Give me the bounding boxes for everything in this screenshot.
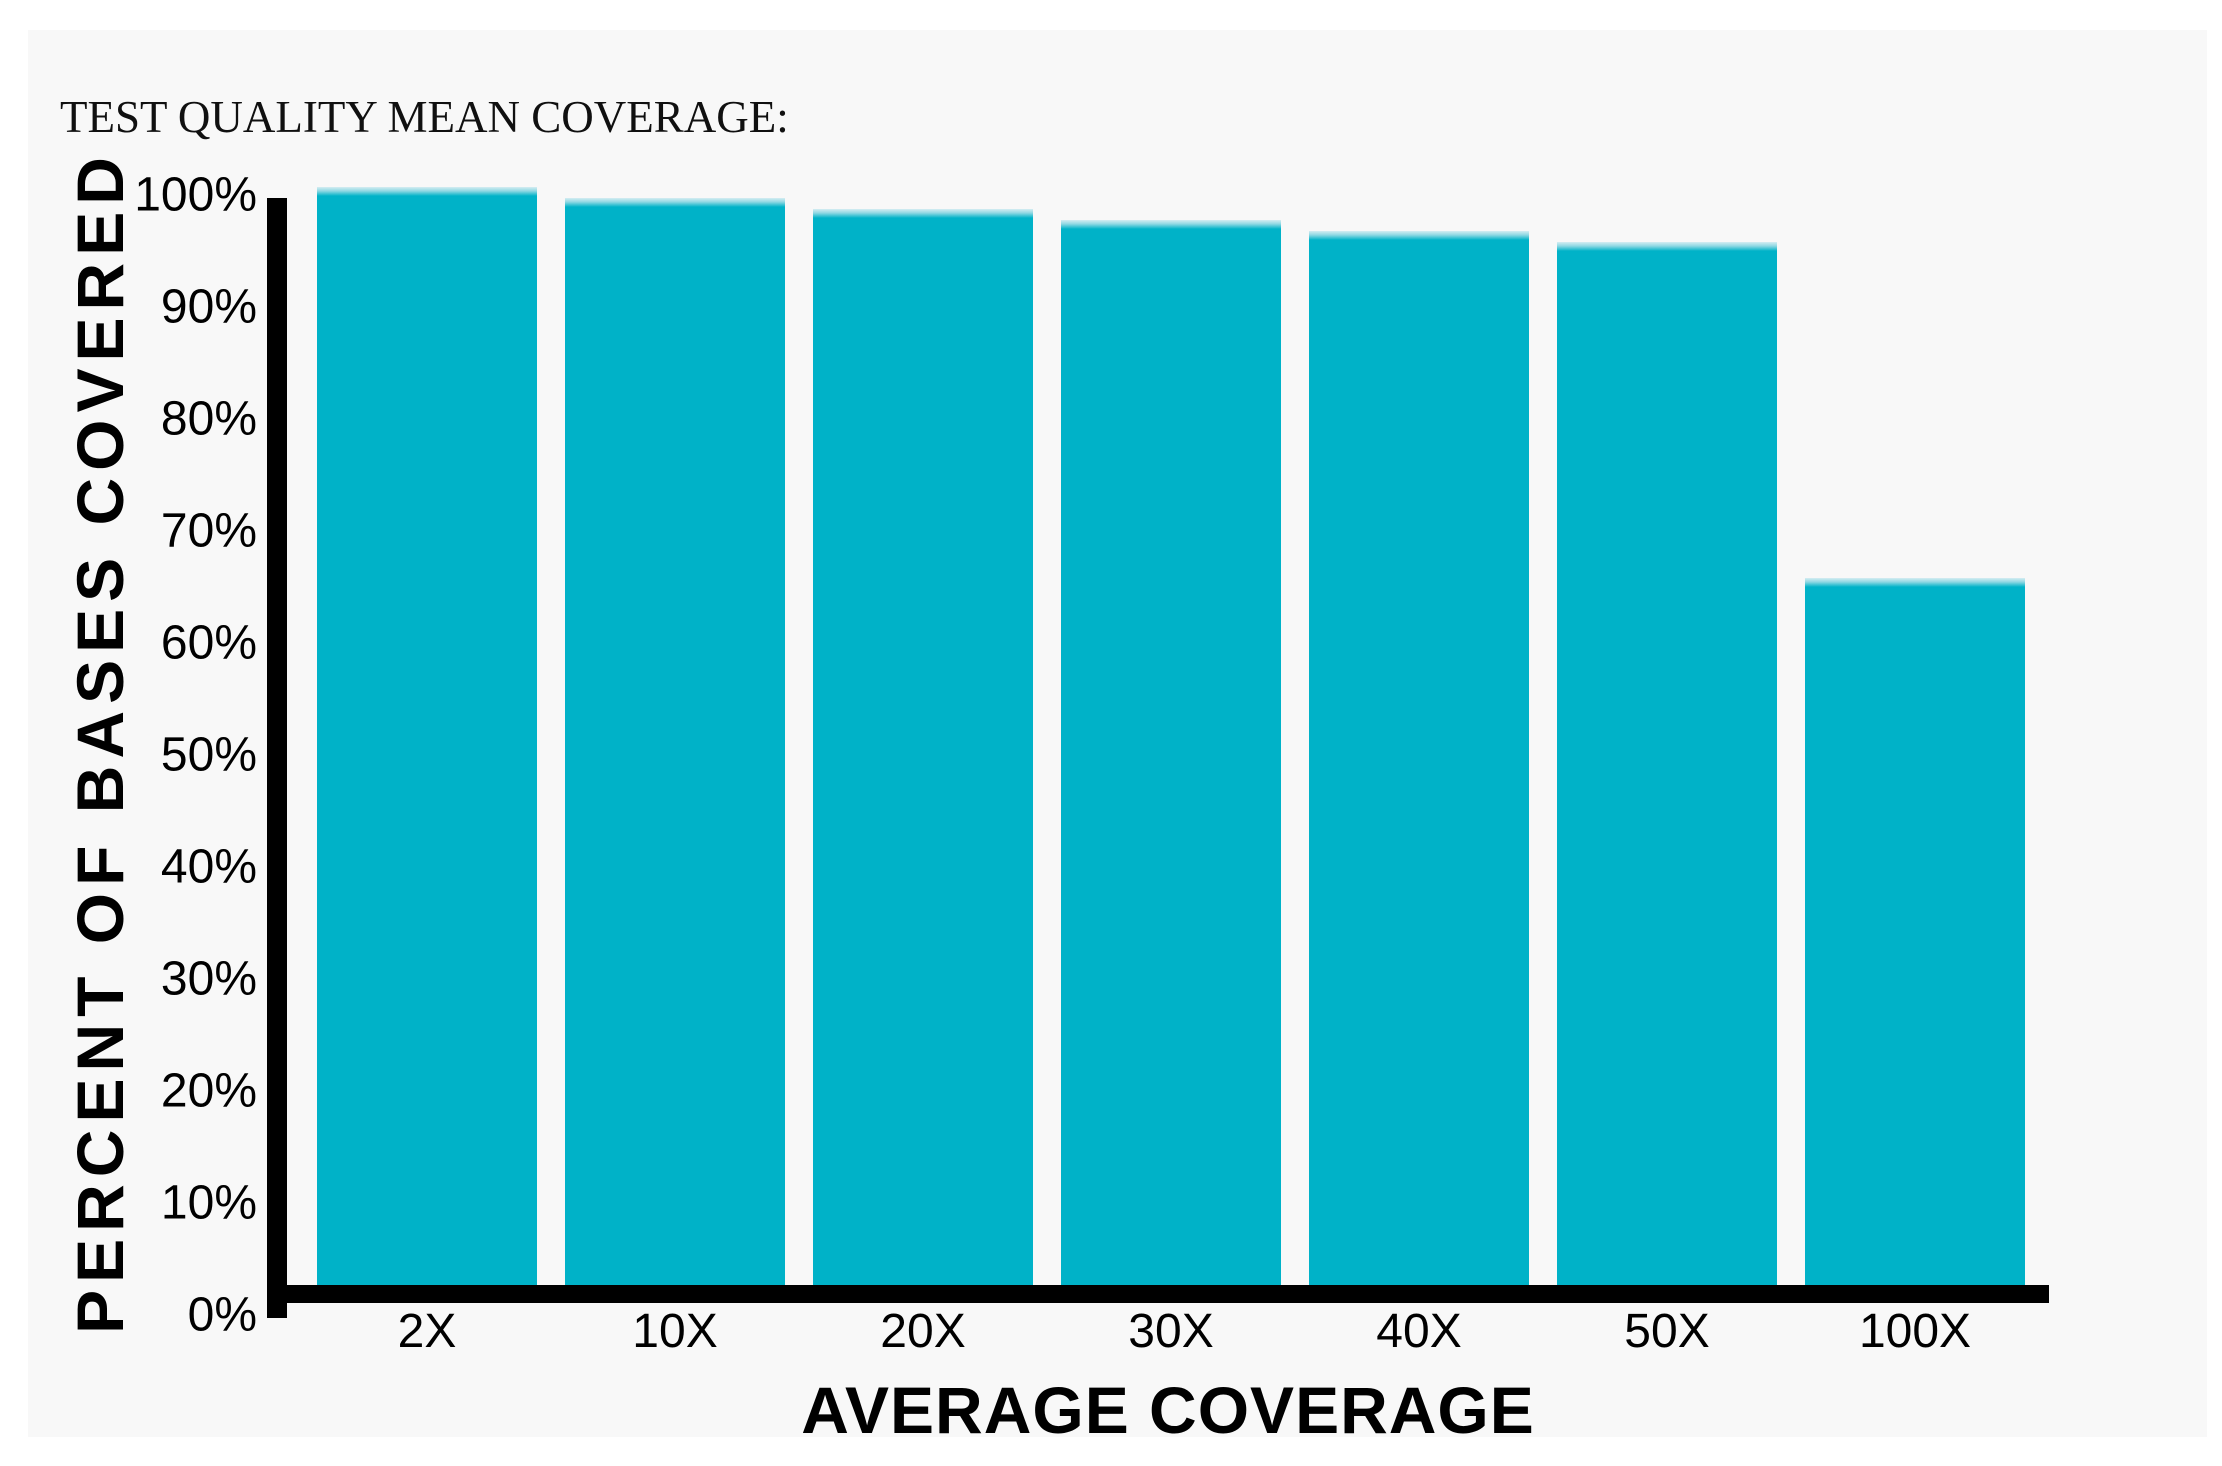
bar-50x xyxy=(1557,241,1777,1285)
chart-panel: TEST QUALITY MEAN COVERAGE: PERCENT OF B… xyxy=(28,30,2207,1447)
y-tick-label: 10% xyxy=(160,1176,257,1230)
bar-2x xyxy=(317,187,537,1285)
x-tick-label: 20X xyxy=(880,1305,966,1358)
x-tick-label: 40X xyxy=(1376,1305,1462,1358)
x-tick-label: 100X xyxy=(1858,1305,1972,1358)
plot-area xyxy=(287,187,2049,1285)
y-tick-label: 100% xyxy=(134,168,257,222)
x-axis-tick-labels: 2X 10X 20X 30X 40X 50X 100X xyxy=(287,1306,2049,1358)
y-tick-label: 90% xyxy=(160,280,257,334)
x-axis-line xyxy=(267,1285,2049,1303)
bar-40x xyxy=(1309,230,1529,1285)
y-tick-label: 20% xyxy=(160,1064,257,1118)
x-tick-label: 10X xyxy=(632,1305,718,1358)
y-axis-tick-labels: 100% 90% 80% 70% 60% 50% 40% 30% 20% 10% 0% xyxy=(28,30,257,1437)
y-tick-label: 30% xyxy=(160,952,257,1006)
x-tick-label: 2X xyxy=(397,1305,457,1358)
y-axis-line xyxy=(267,198,287,1318)
y-tick-label: 40% xyxy=(160,840,257,894)
x-tick-label: 30X xyxy=(1128,1305,1214,1358)
y-tick-label: 80% xyxy=(160,392,257,446)
bar-30x xyxy=(1061,219,1281,1285)
x-tick-label: 50X xyxy=(1624,1305,1710,1358)
y-tick-label: 50% xyxy=(160,728,257,782)
bar-10x xyxy=(565,198,785,1285)
chart-title: TEST QUALITY MEAN COVERAGE: xyxy=(60,92,789,142)
y-tick-label: 70% xyxy=(160,504,257,558)
y-tick-label: 0% xyxy=(187,1288,257,1342)
bar-20x xyxy=(813,208,1033,1285)
bar-100x xyxy=(1805,578,2025,1285)
x-axis-title: AVERAGE COVERAGE xyxy=(801,1373,1535,1447)
y-tick-label: 60% xyxy=(160,616,257,670)
